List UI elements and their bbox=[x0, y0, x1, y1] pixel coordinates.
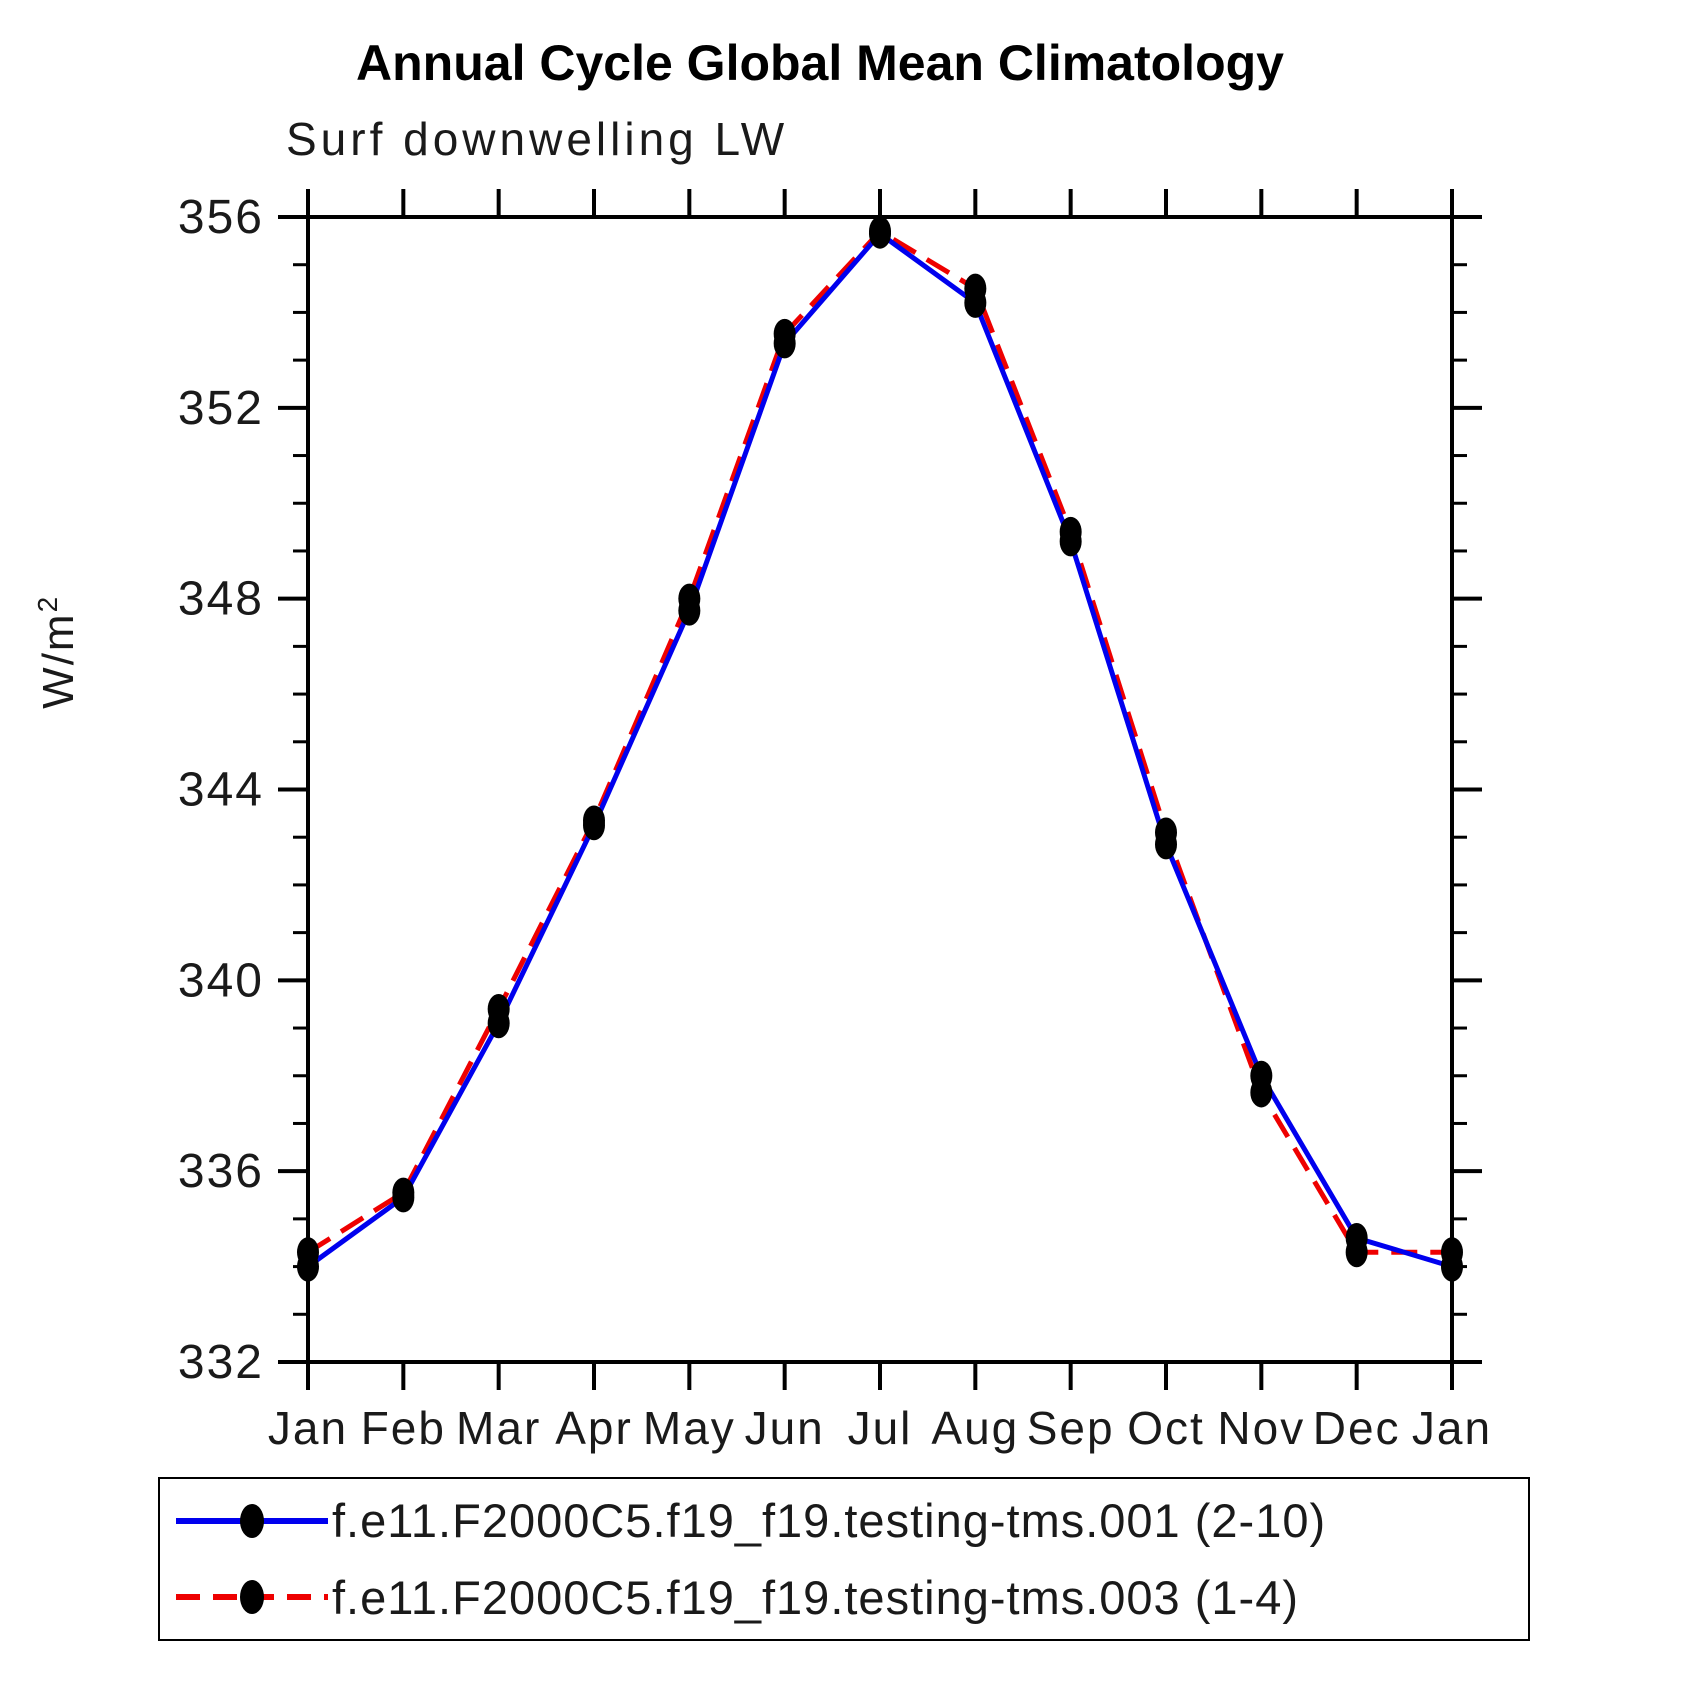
x-tick-label: Sep bbox=[1027, 1402, 1115, 1454]
data-point-marker bbox=[1250, 1060, 1273, 1091]
y-tick-label: 340 bbox=[178, 954, 264, 1007]
x-tick-label: Dec bbox=[1313, 1402, 1401, 1454]
x-tick-label: Apr bbox=[555, 1402, 633, 1454]
data-point-marker bbox=[392, 1182, 415, 1213]
data-point-marker bbox=[1345, 1222, 1368, 1253]
x-tick-label: Jun bbox=[745, 1402, 825, 1454]
y-tick-label: 348 bbox=[178, 573, 264, 626]
data-point-marker bbox=[297, 1251, 319, 1282]
data-point-marker bbox=[773, 328, 796, 359]
page-title: Annual Cycle Global Mean Climatology bbox=[356, 35, 1284, 91]
plot-frame bbox=[306, 215, 1454, 1364]
x-tick-label: Nov bbox=[1217, 1402, 1305, 1454]
chart-subtitle: Surf downwelling LW bbox=[286, 113, 789, 165]
data-point-marker bbox=[678, 595, 701, 626]
y-tick-label: 336 bbox=[178, 1145, 264, 1198]
x-tick-label: May bbox=[643, 1402, 736, 1454]
legend-line-solid-blue bbox=[176, 1503, 328, 1538]
series-line-1 bbox=[306, 228, 1452, 1255]
legend-item-series-001: f.e11.F2000C5.f19_f19.testing-tms.001 (2… bbox=[160, 1486, 1528, 1556]
y-tick-label: 352 bbox=[178, 382, 264, 435]
data-point-marker bbox=[1059, 526, 1082, 557]
y-tick-label: 356 bbox=[178, 191, 264, 244]
legend-label-series-001: f.e11.F2000C5.f19_f19.testing-tms.001 (2… bbox=[332, 1494, 1327, 1548]
data-point-marker bbox=[1155, 829, 1177, 860]
y-tick-label: 332 bbox=[178, 1336, 264, 1389]
data-point-marker bbox=[487, 1008, 510, 1039]
y-tick-label: 344 bbox=[178, 764, 264, 817]
series-line-0 bbox=[306, 230, 1453, 1269]
x-tick-label: Oct bbox=[1127, 1402, 1205, 1454]
legend-line-dashed-red bbox=[176, 1580, 328, 1615]
x-tick-label: Aug bbox=[931, 1402, 1019, 1454]
x-tick-label: Feb bbox=[361, 1402, 446, 1454]
legend-label-series-003: f.e11.F2000C5.f19_f19.testing-tms.003 (1… bbox=[332, 1570, 1299, 1624]
data-point-marker bbox=[869, 218, 891, 249]
x-tick-label: Jan bbox=[268, 1402, 348, 1454]
data-point-marker bbox=[964, 287, 987, 318]
x-tick-label: Mar bbox=[456, 1402, 541, 1454]
x-tick-label: Jul bbox=[848, 1402, 913, 1454]
legend-item-series-003: f.e11.F2000C5.f19_f19.testing-tms.003 (1… bbox=[160, 1562, 1528, 1632]
x-tick-label: Jan bbox=[1412, 1402, 1492, 1454]
data-point-marker bbox=[583, 810, 605, 841]
legend-box: f.e11.F2000C5.f19_f19.testing-tms.001 (2… bbox=[158, 1477, 1530, 1641]
data-point-marker bbox=[1441, 1251, 1463, 1282]
